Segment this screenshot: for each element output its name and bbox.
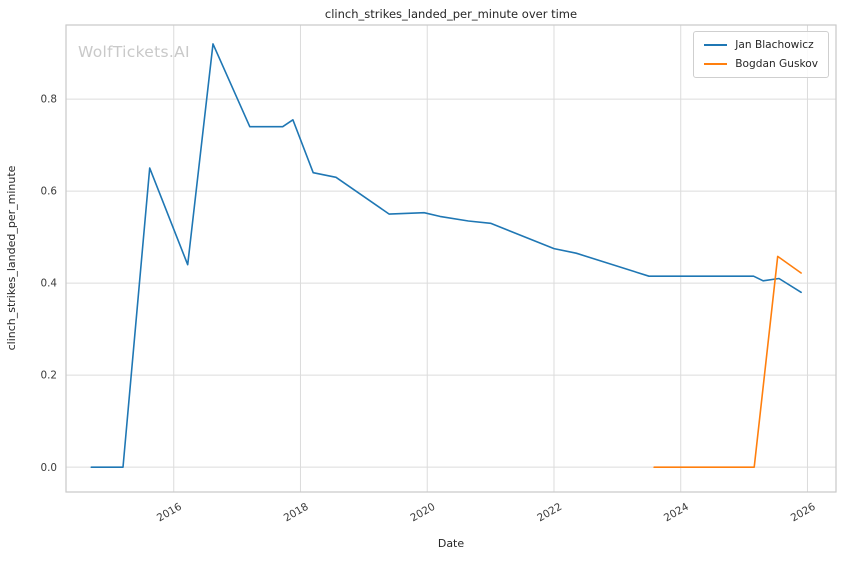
y-tick-label: 0.4	[40, 278, 57, 290]
legend-label: Bogdan Guskov	[735, 58, 818, 70]
y-tick-label: 0.2	[40, 370, 57, 382]
watermark: WolfTickets.AI	[78, 43, 190, 61]
chart-title: clinch_strikes_landed_per_minute over ti…	[325, 7, 577, 21]
x-tick-label: 2022	[535, 501, 564, 525]
x-tick-label: 2024	[662, 501, 691, 525]
legend-item-bogdan-guskov: Bogdan Guskov	[704, 58, 818, 70]
x-tick-label: 2026	[789, 501, 818, 525]
x-tick-label: 2018	[282, 501, 311, 525]
legend-line-swatch	[704, 63, 728, 65]
legend: Jan Blachowicz Bogdan Guskov	[693, 31, 829, 78]
plot-border	[65, 24, 837, 493]
legend-item-jan-blachowicz: Jan Blachowicz	[704, 39, 818, 51]
y-tick-label: 0.6	[40, 186, 57, 198]
x-tick-label: 2020	[408, 501, 437, 525]
legend-label: Jan Blachowicz	[735, 39, 814, 51]
x-axis-label: Date	[438, 537, 465, 550]
y-tick-label: 0.0	[40, 462, 57, 474]
x-tick-label: 2016	[155, 501, 184, 525]
legend-line-swatch	[704, 44, 728, 46]
y-tick-label: 0.8	[40, 94, 57, 106]
y-axis-label: clinch_strikes_landed_per_minute	[5, 165, 18, 350]
series-line-bogdan-guskov	[653, 255, 802, 469]
series-line-jan-blachowicz	[90, 43, 802, 469]
